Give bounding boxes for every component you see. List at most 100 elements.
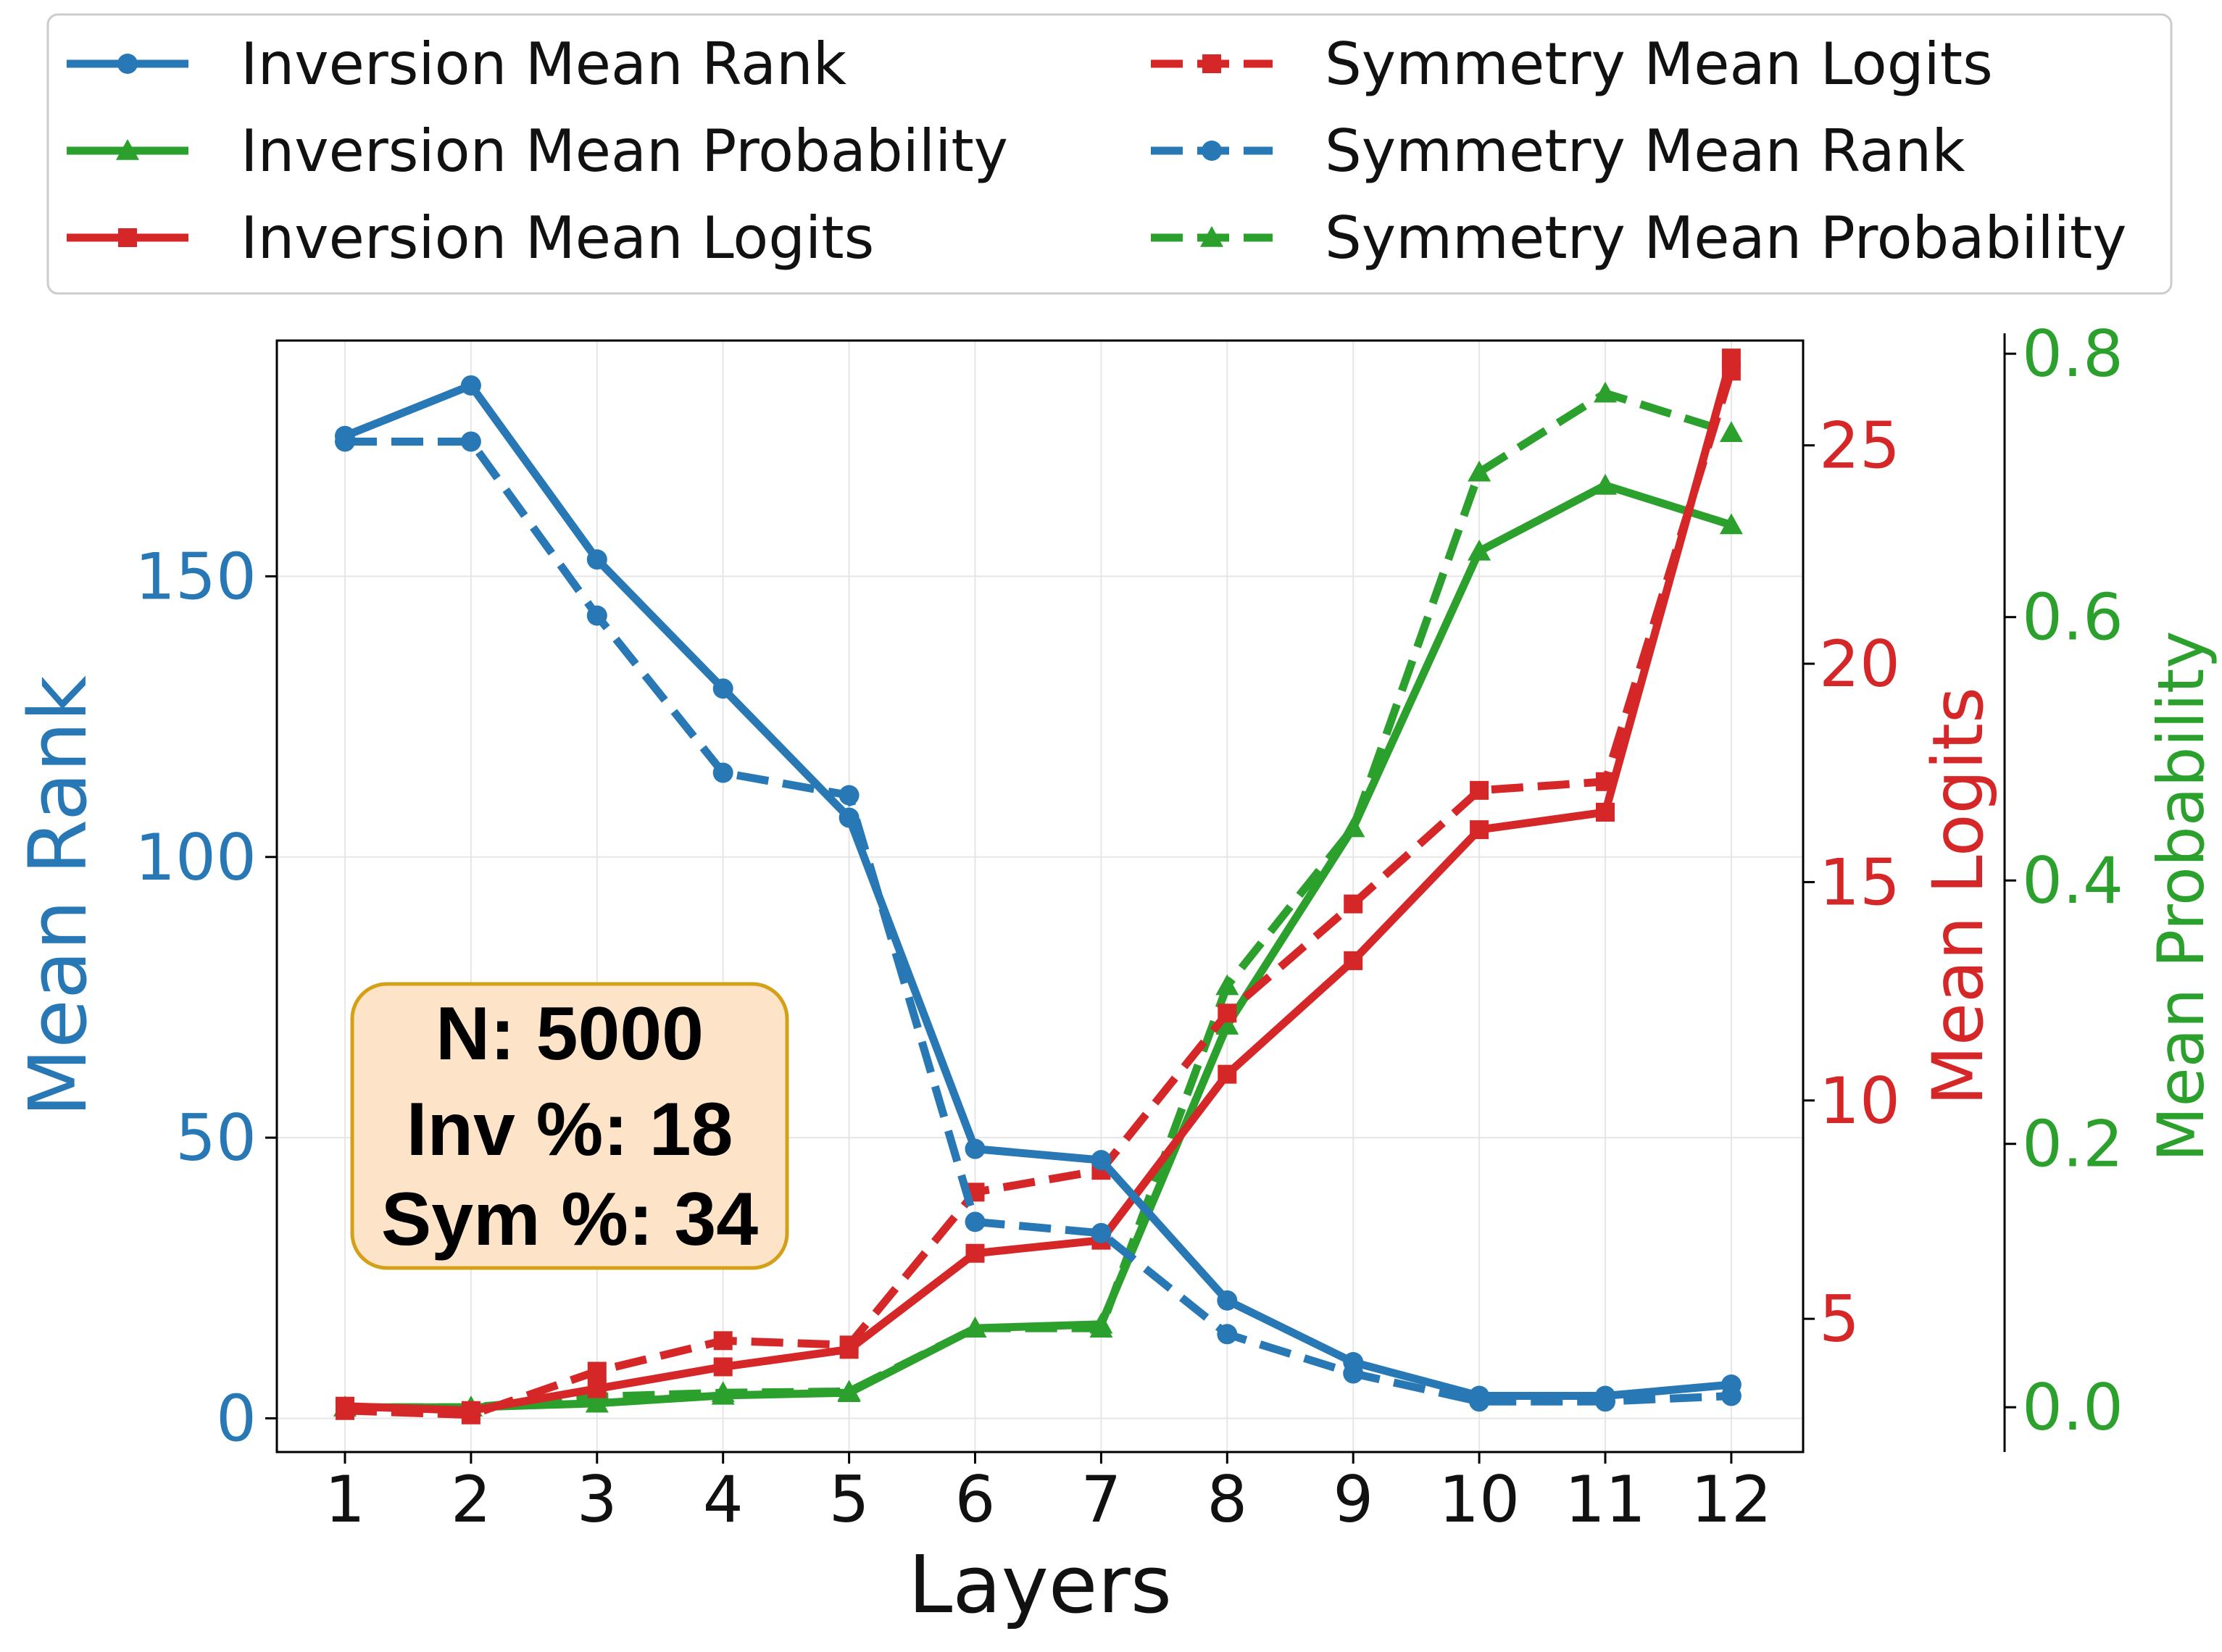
legend-swatch-marker [117, 54, 138, 74]
right2-axis-title: Mean Probability [2144, 631, 2218, 1162]
data-point-symmetry-mean-rank [1595, 1391, 1615, 1412]
legend-swatch-marker [1202, 141, 1222, 161]
data-point-inversion-mean-rank [965, 1138, 986, 1159]
data-point-symmetry-mean-rank [460, 431, 481, 452]
data-point-symmetry-mean-probability [1089, 1317, 1113, 1338]
legend-label: Inversion Mean Rank [241, 30, 847, 98]
data-point-symmetry-mean-probability [1719, 421, 1743, 443]
x-tick-label: 5 [829, 1462, 870, 1537]
x-tick-label: 11 [1565, 1462, 1646, 1537]
series-line-symmetry-mean-rank [345, 437, 1732, 1406]
data-point-symmetry-mean-rank [586, 605, 607, 626]
data-point-symmetry-mean-rank [965, 1211, 986, 1232]
data-point-symmetry-mean-rank [839, 785, 860, 806]
data-point-inversion-mean-rank [586, 549, 607, 570]
series-symmetry-mean-probability [333, 381, 1743, 1417]
info-sym-percent: Sym %: 34 [381, 1177, 758, 1261]
right-tick-label: 10 [1819, 1064, 1900, 1138]
right2-tick-label: 0.2 [2022, 1107, 2123, 1182]
data-point-symmetry-mean-rank [335, 431, 355, 452]
data-point-symmetry-mean-logits [1218, 1004, 1237, 1023]
legend-item: Inversion Mean Logits [67, 204, 874, 272]
right2-tick-label: 0.0 [2022, 1370, 2123, 1445]
x-tick-label: 9 [1333, 1462, 1373, 1537]
x-tick-label: 7 [1081, 1462, 1121, 1537]
legend-label: Symmetry Mean Rank [1325, 117, 1965, 185]
data-point-symmetry-mean-rank [1720, 1385, 1742, 1406]
data-point-symmetry-mean-logits [1470, 780, 1489, 800]
data-point-symmetry-mean-probability [1341, 816, 1365, 838]
x-tick-label: 12 [1691, 1462, 1772, 1537]
data-point-symmetry-mean-logits [839, 1335, 859, 1355]
data-point-inversion-mean-logits [1596, 802, 1615, 822]
legend-frame [46, 13, 2173, 295]
data-point-symmetry-mean-rank [712, 762, 733, 783]
plot-frame [275, 339, 1805, 1453]
data-point-inversion-mean-logits [587, 1379, 607, 1398]
right-tick-label: 5 [1819, 1282, 1860, 1356]
info-annotation-box: N: 5000 Inv %: 18 Sym %: 34 [350, 982, 789, 1270]
data-point-symmetry-mean-logits [1721, 362, 1741, 381]
info-n: N: 5000 [436, 992, 704, 1076]
legend-swatch-marker [118, 228, 137, 247]
right-axis-title: Mean Logits [1918, 687, 1999, 1106]
data-point-inversion-mean-rank [1217, 1290, 1238, 1311]
legend-item: Inversion Mean Rank [67, 30, 847, 98]
legend-item: Symmetry Mean Rank [1151, 117, 1965, 185]
data-point-inversion-mean-probability [1594, 473, 1617, 495]
data-point-symmetry-mean-rank [1091, 1222, 1112, 1243]
left-axis-title: Mean Rank [12, 675, 104, 1117]
right-tick-label: 15 [1819, 845, 1900, 919]
x-tick-label: 4 [703, 1462, 744, 1537]
series-symmetry-mean-logits [336, 362, 1741, 1424]
x-tick-label: 2 [451, 1462, 491, 1537]
legend-label: Symmetry Mean Logits [1325, 30, 1993, 98]
data-point-symmetry-mean-probability [837, 1380, 861, 1401]
legend-item: Symmetry Mean Probability [1151, 204, 2127, 272]
left-tick-label: 0 [216, 1382, 257, 1456]
data-point-symmetry-mean-probability [1215, 974, 1239, 996]
data-point-inversion-mean-probability [1468, 539, 1491, 561]
right2-tick-label: 0.6 [2022, 580, 2123, 655]
right-tick-label: 20 [1819, 627, 1900, 701]
data-point-symmetry-mean-probability [1594, 381, 1617, 403]
series-inversion-mean-probability [333, 473, 1743, 1417]
legend-swatch-marker [1202, 54, 1221, 73]
legend-item: Inversion Mean Probability [67, 117, 1008, 185]
right2-tick-label: 0.4 [2022, 843, 2123, 918]
data-point-symmetry-mean-rank [1343, 1363, 1364, 1384]
legend-label: Inversion Mean Logits [241, 204, 874, 272]
x-tick-label: 3 [577, 1462, 617, 1537]
data-point-inversion-mean-logits [1344, 951, 1363, 970]
data-point-symmetry-mean-probability [963, 1317, 987, 1338]
data-point-inversion-mean-rank [712, 678, 733, 699]
data-point-symmetry-mean-probability [711, 1381, 735, 1403]
x-axis-title: Layers [908, 1538, 1172, 1631]
right2-tick-label: 0.8 [2022, 317, 2123, 391]
x-tick-label: 6 [955, 1462, 996, 1537]
x-tick-label: 10 [1439, 1462, 1520, 1537]
legend: Inversion Mean Rank Inversion Mean Probab… [46, 13, 2173, 295]
x-tick-label: 1 [325, 1462, 365, 1537]
series-symmetry-mean-rank [335, 431, 1742, 1412]
series-group [333, 349, 1743, 1424]
series-line-symmetry-mean-probability [345, 389, 1733, 1411]
info-inv-percent: Inv %: 18 [407, 1088, 733, 1172]
data-point-inversion-mean-logits [1470, 820, 1489, 840]
right-tick-label: 25 [1819, 409, 1900, 483]
legend-label: Inversion Mean Probability [241, 117, 1008, 185]
data-point-inversion-mean-logits [1218, 1064, 1237, 1084]
data-point-symmetry-mean-rank [1217, 1324, 1238, 1345]
data-point-symmetry-mean-logits [461, 1405, 480, 1424]
legend-swatch-marker [1200, 226, 1223, 247]
data-point-symmetry-mean-rank [1469, 1391, 1490, 1412]
series-line-inversion-mean-rank [343, 381, 1732, 1401]
info-box-background [350, 982, 789, 1270]
grid-lines [277, 341, 1803, 1452]
data-point-inversion-mean-rank [1091, 1150, 1112, 1171]
data-point-symmetry-mean-probability [1468, 460, 1491, 482]
data-point-inversion-mean-logits [965, 1243, 985, 1263]
data-point-inversion-mean-logits [713, 1357, 733, 1377]
data-point-inversion-mean-probability [1215, 1014, 1239, 1035]
